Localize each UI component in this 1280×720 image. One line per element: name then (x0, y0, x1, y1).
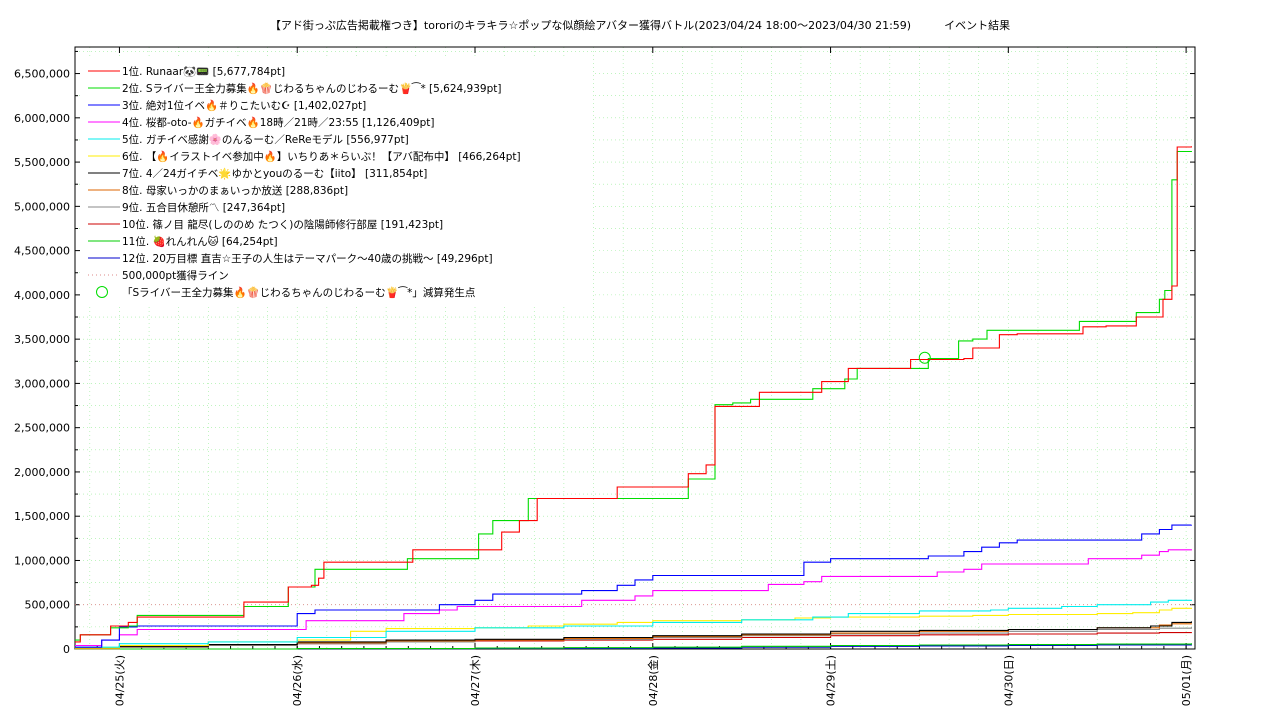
series-line-2 (75, 150, 1192, 641)
x-tick-label: 04/28(金) (646, 655, 660, 706)
x-tick-label: 05/01(月) (1180, 655, 1193, 706)
y-tick-label: 5,500,000 (14, 156, 70, 169)
legend-entry: 8位. 母家いっかのまぁいっか放送 [288,836pt] (122, 184, 348, 197)
series-line-10 (75, 632, 1192, 650)
legend-entry: 9位. 五合目休憩所〽 [247,364pt] (122, 201, 285, 214)
series-lines (75, 146, 1195, 650)
legend-entry: 4位. 桜都-oto-🔥ガチイベ🔥18時／21時／23:55 [1,126,40… (122, 116, 434, 129)
legend-background (83, 58, 593, 304)
y-tick-label: 6,000,000 (14, 112, 70, 125)
legend-entry: 6位. 【🔥イラストイベ参加中🔥】いちりあ＊らいぶ！【アバ配布中】 [466,2… (122, 150, 521, 163)
series-line-3 (75, 524, 1192, 648)
legend-entry: 11位. 🍓れんれん🐱 [64,254pt] (122, 235, 278, 248)
y-tick-label: 4,000,000 (14, 289, 70, 302)
series-line-7 (75, 621, 1192, 649)
chart-title: 【アド街っぷ広告掲載権つき】tororiのキラキラ☆ポップな似顔絵アバター獲得バ… (269, 19, 1011, 32)
y-tick-label: 2,000,000 (14, 466, 70, 479)
legend-entry: 「Sライバー王全力募集🔥🍿じわるちゃんのじわるーむ🍟⁀*」減算発生点 (122, 286, 475, 299)
y-tick-label: 3,500,000 (14, 333, 70, 346)
legend-entry: 7位. 4／24ガイチベ🌟ゆかとyouのるーむ【iito】 [311,854pt… (122, 167, 427, 180)
y-tick-label: 0 (63, 643, 70, 656)
x-tick-label: 04/29(土) (825, 655, 838, 706)
legend-marker-swatch (96, 286, 108, 298)
y-tick-label: 1,000,000 (14, 554, 70, 567)
deduction-marker (918, 351, 931, 364)
x-tick-label: 04/27(木) (469, 655, 482, 706)
legend-entry: 3位. 絶対1位イベ🔥＃りこたいむ☪ [1,402,027pt] (122, 99, 366, 112)
x-tick-label: 04/26(水) (291, 655, 304, 706)
x-tick-label: 04/25(火) (113, 655, 126, 706)
y-tick-label: 4,500,000 (14, 245, 70, 258)
y-tick-label: 3,000,000 (14, 377, 70, 390)
y-tick-label: 5,000,000 (14, 200, 70, 213)
series-line-5 (75, 599, 1192, 648)
y-tick-label: 6,500,000 (14, 68, 70, 81)
y-tick-label: 1,500,000 (14, 510, 70, 523)
markers (918, 351, 931, 364)
legend: 1位. Runaar🐼📟 [5,677,784pt] 2位. Sライバー王全力募… (83, 58, 593, 304)
series-line-11 (75, 643, 1192, 650)
legend-entry: 5位. ガチイベ感謝🌸のんるーむ／ReReモデル [556,977pt] (122, 133, 409, 146)
legend-entry: 12位. 20万目標 直吉☆王子の人生はテーマパーク〜40歳の挑戦〜 [49,2… (122, 252, 493, 265)
y-tick-label: 500,000 (25, 599, 71, 612)
series-line-1 (75, 146, 1192, 643)
series-line-4 (75, 549, 1192, 647)
legend-entry: 1位. Runaar🐼📟 [5,677,784pt] (122, 65, 285, 78)
y-tick-label: 2,500,000 (14, 422, 70, 435)
legend-entry: 500,000pt獲得ライン (122, 269, 229, 282)
x-tick-label: 04/30(日) (1002, 655, 1015, 706)
legend-entry: 10位. 篠ノ目 龍尽(しののめ たつく)の陰陽師修行部屋 [191,423pt… (122, 218, 443, 231)
legend-entry: 2位. Sライバー王全力募集🔥🍿じわるちゃんのじわるーむ🍟⁀* [5,624,9… (122, 82, 501, 95)
